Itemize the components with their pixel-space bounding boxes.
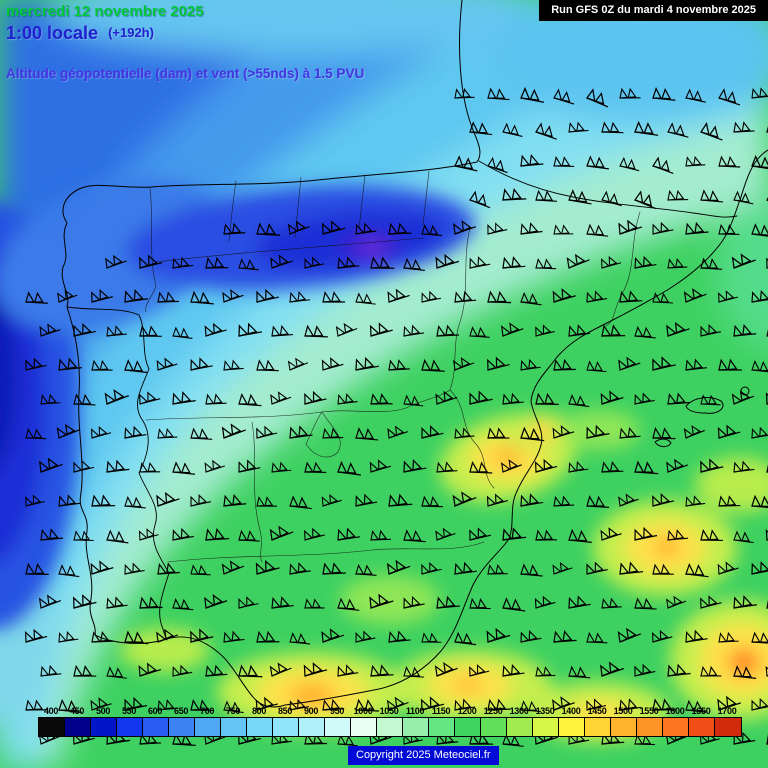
legend-value: 1550	[639, 706, 659, 716]
legend-value: 550	[121, 706, 137, 716]
legend-value: 600	[147, 706, 163, 716]
legend-value: 1350	[535, 706, 555, 716]
legend-swatch	[403, 718, 429, 736]
legend-value: 900	[303, 706, 319, 716]
legend-swatch	[247, 718, 273, 736]
legend-swatch	[429, 718, 455, 736]
legend-value: 1650	[691, 706, 711, 716]
legend-value: 750	[225, 706, 241, 716]
legend-swatch	[585, 718, 611, 736]
legend-value: 1050	[379, 706, 399, 716]
legend-value: 500	[95, 706, 111, 716]
legend-swatch	[91, 718, 117, 736]
legend-swatch	[507, 718, 533, 736]
legend-value: 950	[329, 706, 345, 716]
legend-swatch	[481, 718, 507, 736]
legend-swatch	[117, 718, 143, 736]
legend-swatch	[715, 718, 741, 736]
legend-value: 1400	[561, 706, 581, 716]
legend-value: 450	[69, 706, 85, 716]
legend-swatch	[351, 718, 377, 736]
region-borders	[145, 170, 641, 563]
map-title: Altitude géopotentielle (dam) et vent (>…	[6, 66, 365, 81]
legend-value: 1700	[717, 706, 737, 716]
legend-value: 700	[199, 706, 215, 716]
legend-swatch	[559, 718, 585, 736]
legend-value: 1300	[509, 706, 529, 716]
legend-value: 1500	[613, 706, 633, 716]
legend-swatch	[455, 718, 481, 736]
legend-value: 1150	[431, 706, 451, 716]
forecast-time: 1:00 locale (+192h)	[6, 23, 154, 44]
legend-value: 1100	[405, 706, 425, 716]
legend-value: 1250	[483, 706, 503, 716]
legend-swatch	[377, 718, 403, 736]
legend-swatch	[689, 718, 715, 736]
copyright-notice: Copyright 2025 Meteociel.fr	[348, 746, 499, 765]
legend-value: 1000	[353, 706, 373, 716]
legend-value: 1450	[587, 706, 607, 716]
legend-value: 850	[277, 706, 293, 716]
forecast-date: mercredi 12 novembre 2025	[6, 3, 204, 20]
legend-swatch	[325, 718, 351, 736]
legend-color-bar	[38, 717, 742, 737]
legend-swatch	[195, 718, 221, 736]
legend-values-row: 400 450 500 550 600 650 700 750 800 850 900 950 1000…	[38, 706, 742, 717]
legend-swatch	[169, 718, 195, 736]
legend-swatch	[39, 718, 65, 736]
legend-value: 400	[43, 706, 59, 716]
legend-swatch	[221, 718, 247, 736]
legend-swatch	[611, 718, 637, 736]
legend-value: 1200	[457, 706, 477, 716]
legend-swatch	[533, 718, 559, 736]
legend-swatch	[65, 718, 91, 736]
color-scale-legend: 400 450 500 550 600 650 700 750 800 850 900 950 1000…	[38, 706, 742, 737]
forecast-offset: (+192h)	[108, 25, 154, 40]
model-run-info: Run GFS 0Z du mardi 4 novembre 2025	[539, 0, 768, 21]
legend-value: 650	[173, 706, 189, 716]
legend-swatch	[143, 718, 169, 736]
local-time: 1:00 locale	[6, 23, 99, 43]
legend-swatch	[273, 718, 299, 736]
legend-swatch	[299, 718, 325, 736]
legend-swatch	[663, 718, 689, 736]
legend-swatch	[637, 718, 663, 736]
legend-value: 800	[251, 706, 267, 716]
legend-value: 1600	[665, 706, 685, 716]
